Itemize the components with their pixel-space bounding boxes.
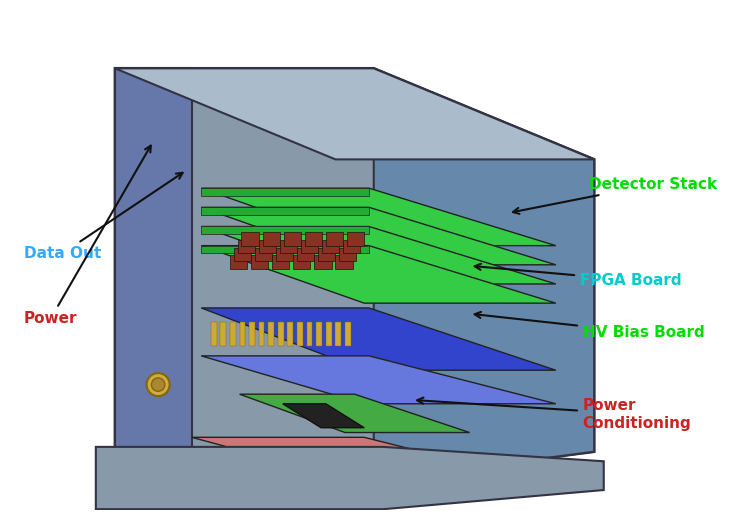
Bar [262,232,280,245]
Bar [343,240,361,253]
Bar [326,322,332,346]
Polygon shape [201,356,556,404]
Bar [316,322,322,346]
Bar [239,322,245,346]
Polygon shape [374,68,594,480]
Polygon shape [201,308,556,370]
Bar [211,322,217,346]
Bar [251,255,268,269]
Text: FPGA Board: FPGA Board [474,264,681,288]
Circle shape [151,378,165,391]
Polygon shape [201,188,556,245]
Bar [293,255,310,269]
Bar [314,255,332,269]
Bar [259,322,265,346]
Bar [304,232,322,245]
Bar [230,255,248,269]
Bar [345,322,351,346]
Bar [307,322,313,346]
Bar [268,322,274,346]
Bar [287,322,293,346]
Polygon shape [96,447,604,509]
Bar [278,322,284,346]
Polygon shape [115,68,191,480]
Polygon shape [201,207,556,265]
Polygon shape [239,394,469,432]
Polygon shape [115,68,594,159]
Bar [220,322,226,346]
Bar [230,322,236,346]
Polygon shape [201,245,369,253]
Text: Data Out: Data Out [24,173,183,261]
Text: Detector Stack: Detector Stack [513,177,718,214]
Text: HV Bias Board: HV Bias Board [474,312,704,340]
Bar [297,322,303,346]
Bar [301,240,319,253]
Polygon shape [201,188,369,196]
Bar [336,255,353,269]
Bar [297,247,314,261]
Text: Power
Conditioning: Power Conditioning [418,398,692,430]
Bar [276,247,293,261]
Bar [255,247,272,261]
Bar [259,240,276,253]
Text: Power: Power [24,145,151,326]
Bar [238,240,255,253]
Bar [347,232,364,245]
Polygon shape [115,68,594,480]
Polygon shape [283,404,364,428]
Bar [272,255,290,269]
Bar [322,240,339,253]
Polygon shape [201,207,369,215]
Bar [280,240,297,253]
Circle shape [146,373,170,396]
Bar [326,232,343,245]
Bar [284,232,301,245]
Polygon shape [201,227,556,284]
Bar [234,247,251,261]
Polygon shape [201,245,556,303]
Bar [242,232,259,245]
Bar [336,322,341,346]
Polygon shape [201,227,369,234]
Bar [319,247,336,261]
Polygon shape [191,437,498,471]
Bar [249,322,255,346]
Bar [339,247,356,261]
